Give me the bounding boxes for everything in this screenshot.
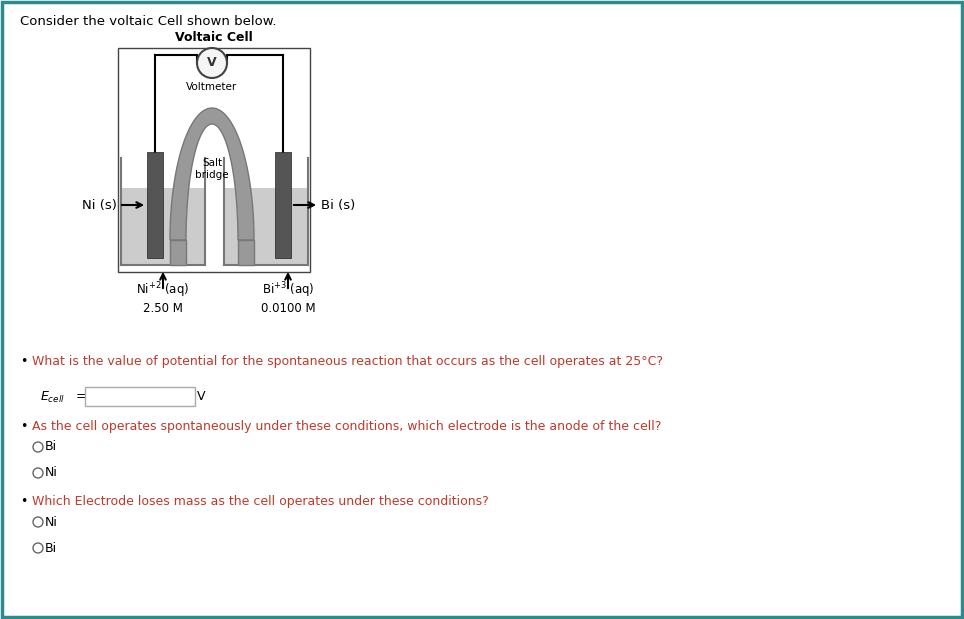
Bar — [238, 240, 254, 265]
Circle shape — [33, 543, 43, 553]
Text: Bi: Bi — [45, 542, 57, 555]
Circle shape — [197, 48, 227, 78]
Text: Voltaic Cell: Voltaic Cell — [175, 31, 253, 44]
Polygon shape — [170, 108, 254, 240]
Text: Which Electrode loses mass as the cell operates under these conditions?: Which Electrode loses mass as the cell o… — [32, 495, 489, 508]
Circle shape — [33, 442, 43, 452]
Bar — [275, 152, 291, 258]
Text: Ni: Ni — [45, 467, 58, 480]
Text: V: V — [197, 389, 205, 402]
Text: •: • — [20, 420, 27, 433]
Text: •: • — [20, 355, 27, 368]
Text: Bi (s): Bi (s) — [321, 199, 356, 212]
Text: Bi: Bi — [45, 441, 57, 454]
Text: Ni (s): Ni (s) — [82, 199, 117, 212]
Bar — [224, 188, 308, 265]
Circle shape — [33, 517, 43, 527]
Bar — [118, 48, 310, 272]
Text: V: V — [207, 56, 217, 69]
Circle shape — [33, 468, 43, 478]
Text: Salt
bridge: Salt bridge — [195, 158, 228, 180]
Bar — [147, 152, 163, 258]
Bar — [121, 188, 205, 265]
Text: Ni: Ni — [45, 516, 58, 529]
Text: Consider the voltaic Cell shown below.: Consider the voltaic Cell shown below. — [20, 15, 277, 28]
Text: Ni$^{+2}$ (aq)
2.50 M: Ni$^{+2}$ (aq) 2.50 M — [136, 280, 190, 314]
Text: What is the value of potential for the spontaneous reaction that occurs as the c: What is the value of potential for the s… — [32, 355, 663, 368]
Bar — [85, 387, 195, 406]
Text: $E_{cell}$: $E_{cell}$ — [40, 390, 65, 405]
Text: Bi$^{+3}$ (aq)
0.0100 M: Bi$^{+3}$ (aq) 0.0100 M — [260, 280, 315, 314]
Text: •: • — [20, 495, 27, 508]
Text: Voltmeter: Voltmeter — [186, 82, 237, 92]
Text: As the cell operates spontaneously under these conditions, which electrode is th: As the cell operates spontaneously under… — [32, 420, 661, 433]
Bar — [170, 240, 186, 265]
Text: =: = — [76, 390, 87, 403]
